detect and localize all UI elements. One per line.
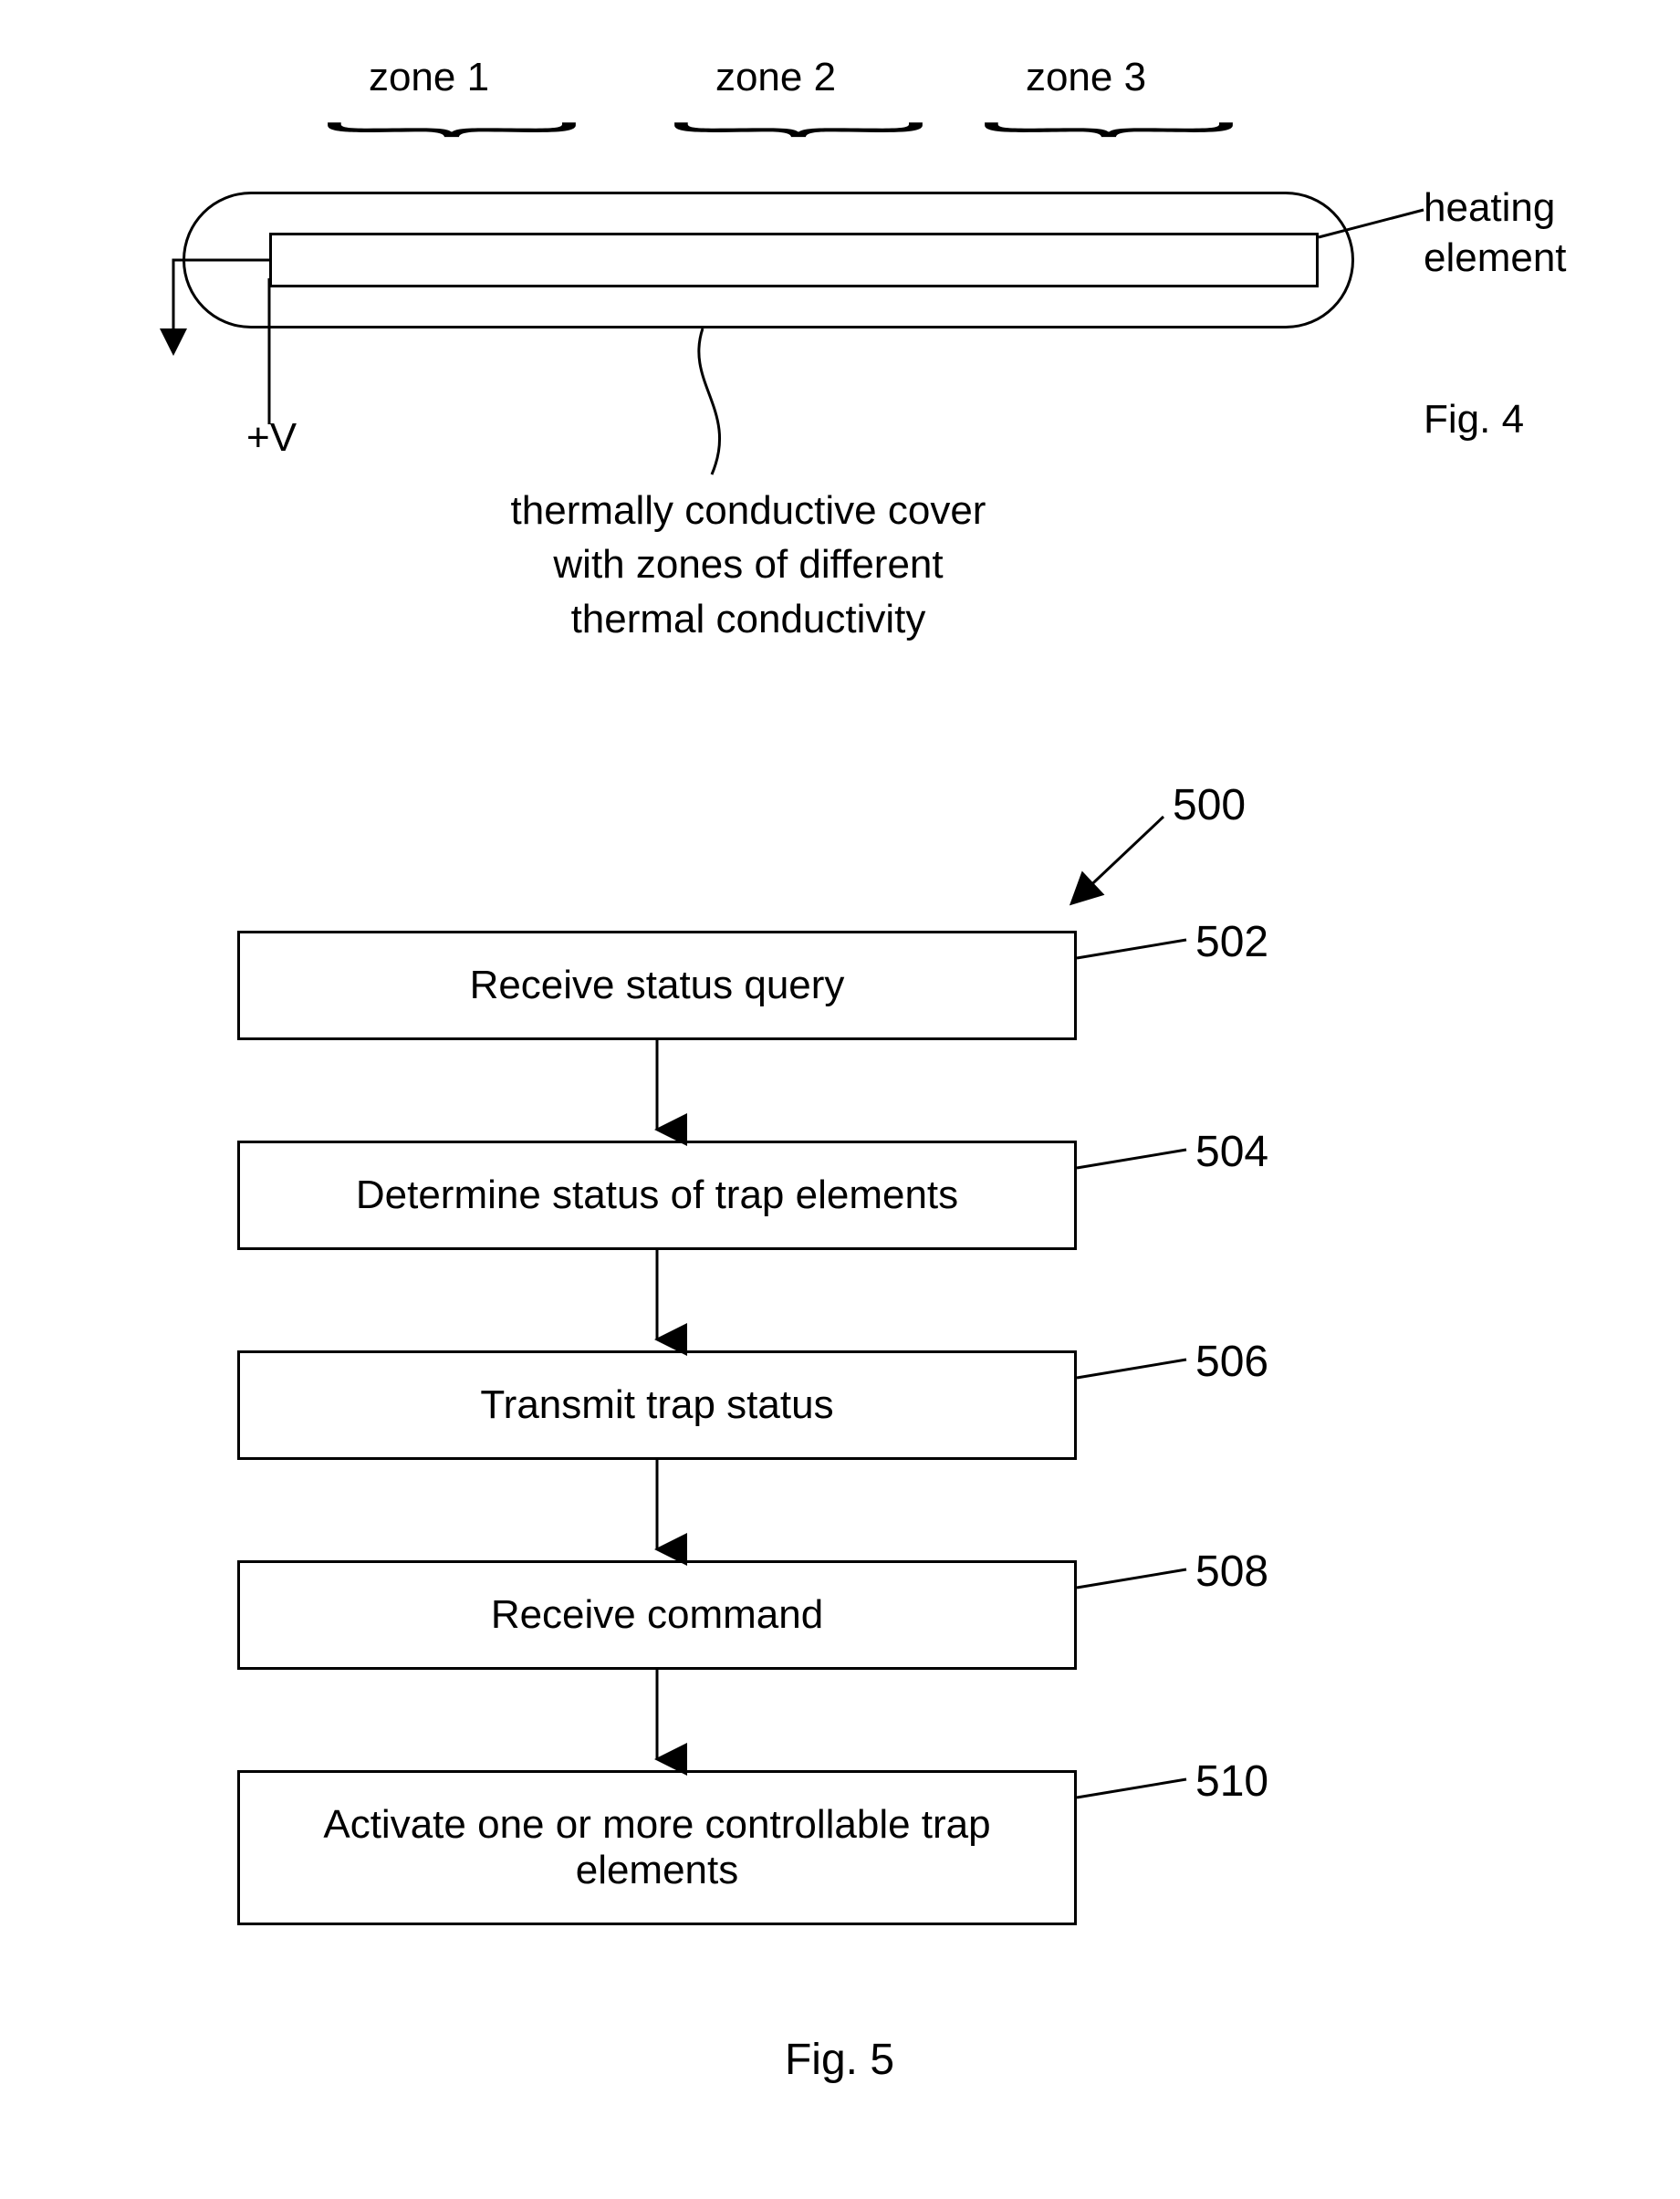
page: zone 1 zone 2 zone 3 ︸ ︸ ︸	[0, 0, 1680, 2199]
flow-arrows-icon	[183, 794, 1497, 1980]
figure-5: 500 Receive status query Determine statu…	[183, 794, 1497, 2163]
cover-caption: thermally conductive cover with zones of…	[429, 484, 1068, 646]
figure-4: zone 1 zone 2 zone 3 ︸ ︸ ︸	[128, 55, 1551, 693]
cover-caption-line1: thermally conductive cover	[511, 488, 986, 533]
voltage-label: +V	[246, 415, 297, 461]
cover-caption-line2: with zones of different	[553, 542, 943, 587]
figure-4-caption: Fig. 4	[1424, 397, 1524, 443]
heating-element-label: heating element	[1424, 182, 1567, 283]
heating-label-line1: heating	[1424, 185, 1555, 230]
heating-label-line2: element	[1424, 235, 1567, 280]
figure-5-caption: Fig. 5	[183, 2035, 1497, 2085]
cover-caption-line3: thermal conductivity	[571, 597, 926, 641]
